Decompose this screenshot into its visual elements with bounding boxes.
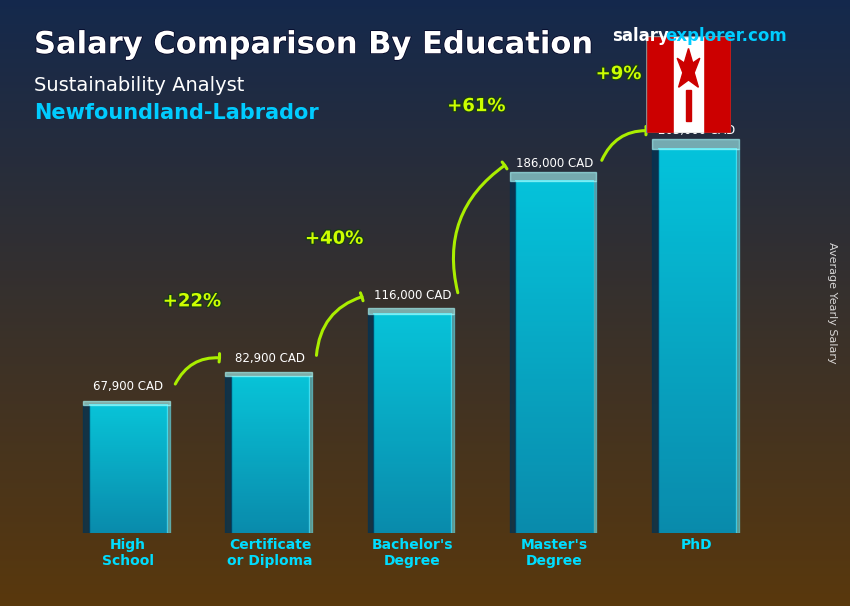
Text: Newfoundland-Labrador: Newfoundland-Labrador: [34, 103, 319, 123]
Bar: [88, 405, 167, 533]
Bar: [451, 314, 454, 533]
Bar: [652, 139, 739, 149]
Text: explorer.com: explorer.com: [666, 27, 787, 45]
Bar: [368, 314, 373, 533]
Bar: [652, 149, 658, 533]
Bar: [225, 376, 231, 533]
Polygon shape: [677, 48, 700, 87]
Bar: [368, 308, 454, 314]
Text: Salary Comparison By Education: Salary Comparison By Education: [34, 30, 591, 59]
Text: +9%: +9%: [596, 65, 641, 83]
Bar: [686, 90, 691, 121]
Text: +61%: +61%: [447, 97, 505, 115]
Bar: [83, 402, 170, 405]
Text: +40%: +40%: [305, 230, 363, 248]
Bar: [373, 314, 451, 533]
Bar: [674, 36, 703, 133]
Text: salary: salary: [612, 27, 669, 45]
Bar: [510, 172, 597, 181]
Text: 116,000 CAD: 116,000 CAD: [373, 289, 451, 302]
Text: +22%: +22%: [162, 292, 221, 310]
Bar: [510, 181, 515, 533]
Text: 203,000 CAD: 203,000 CAD: [658, 124, 735, 138]
Text: Sustainability Analyst: Sustainability Analyst: [34, 76, 245, 95]
Text: Average Yearly Salary: Average Yearly Salary: [827, 242, 837, 364]
Text: 186,000 CAD: 186,000 CAD: [516, 157, 593, 170]
Bar: [736, 149, 739, 533]
Bar: [231, 376, 309, 533]
Text: 67,900 CAD: 67,900 CAD: [93, 381, 163, 393]
Bar: [703, 36, 731, 133]
Bar: [515, 181, 593, 533]
Bar: [658, 149, 736, 533]
Bar: [593, 181, 597, 533]
Bar: [225, 372, 312, 376]
Text: 82,900 CAD: 82,900 CAD: [235, 352, 305, 365]
Bar: [309, 376, 312, 533]
Bar: [646, 36, 674, 133]
Bar: [83, 405, 88, 533]
Bar: [167, 405, 170, 533]
